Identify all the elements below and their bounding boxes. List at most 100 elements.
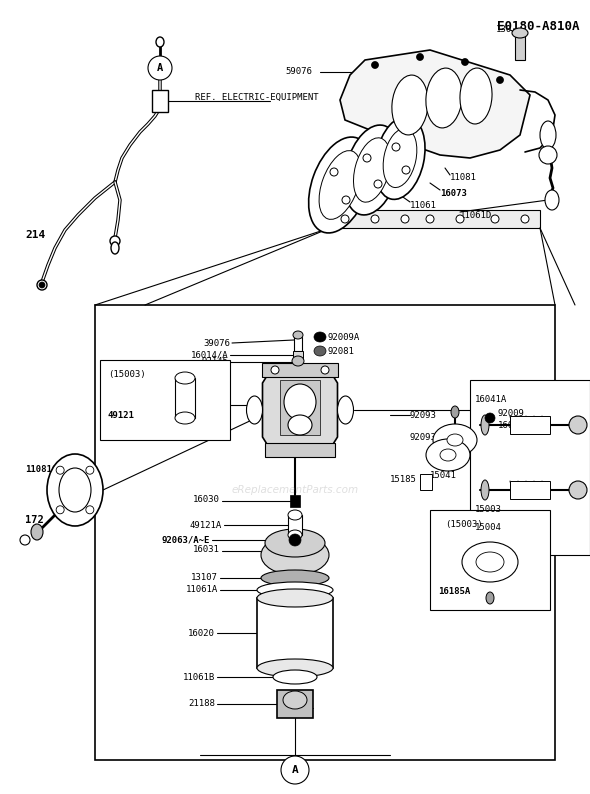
Ellipse shape	[460, 68, 492, 124]
Circle shape	[271, 366, 279, 374]
Text: 16041A: 16041A	[475, 395, 507, 404]
Circle shape	[86, 466, 94, 474]
Circle shape	[371, 215, 379, 223]
Ellipse shape	[383, 129, 417, 187]
Text: eReplacementParts.com: eReplacementParts.com	[231, 485, 359, 495]
Text: 11081C: 11081C	[25, 465, 57, 475]
Bar	[420, 474, 432, 490]
Circle shape	[521, 215, 529, 223]
Text: 16185A: 16185A	[438, 588, 470, 596]
Polygon shape	[340, 50, 530, 158]
Text: 15185: 15185	[390, 476, 417, 484]
Ellipse shape	[284, 384, 316, 420]
Ellipse shape	[426, 68, 462, 128]
Bar	[510, 416, 550, 434]
Circle shape	[461, 59, 468, 65]
Ellipse shape	[111, 242, 119, 254]
Circle shape	[374, 180, 382, 188]
Ellipse shape	[512, 28, 528, 38]
Circle shape	[342, 196, 350, 204]
Text: 11061D: 11061D	[460, 210, 492, 219]
Text: 39076: 39076	[203, 338, 230, 348]
Bar	[288, 515, 302, 535]
Ellipse shape	[288, 530, 302, 540]
Ellipse shape	[481, 415, 489, 435]
Ellipse shape	[283, 691, 307, 709]
Ellipse shape	[288, 510, 302, 520]
Circle shape	[426, 215, 434, 223]
Ellipse shape	[540, 121, 556, 149]
Ellipse shape	[433, 424, 477, 456]
Text: 11061A: 11061A	[186, 585, 218, 595]
Ellipse shape	[247, 396, 263, 424]
Ellipse shape	[47, 454, 103, 526]
Ellipse shape	[314, 332, 326, 342]
Ellipse shape	[481, 480, 489, 500]
Circle shape	[401, 215, 409, 223]
Ellipse shape	[273, 670, 317, 684]
Text: 92009A: 92009A	[328, 333, 360, 341]
Ellipse shape	[156, 37, 164, 47]
Text: E0180-A810A: E0180-A810A	[497, 20, 580, 33]
Bar	[152, 90, 168, 112]
Ellipse shape	[257, 659, 333, 677]
Circle shape	[56, 466, 64, 474]
Ellipse shape	[476, 552, 504, 572]
Bar	[515, 35, 525, 60]
Ellipse shape	[265, 529, 325, 557]
Circle shape	[372, 61, 379, 68]
Text: REF. ELECTRIC-EQUIPMENT: REF. ELECTRIC-EQUIPMENT	[195, 92, 319, 102]
Ellipse shape	[569, 481, 587, 499]
Circle shape	[37, 280, 47, 290]
Text: 15041: 15041	[430, 471, 457, 480]
Circle shape	[456, 215, 464, 223]
Ellipse shape	[447, 434, 463, 446]
Text: (15003): (15003)	[445, 521, 483, 530]
Text: 92063/A~E: 92063/A~E	[162, 535, 210, 545]
Circle shape	[341, 215, 349, 223]
Text: 92093: 92093	[410, 410, 437, 419]
Bar	[257, 598, 333, 668]
Text: (15003): (15003)	[108, 371, 146, 380]
Ellipse shape	[261, 535, 329, 575]
Bar	[293, 351, 303, 359]
Text: 49121A: 49121A	[190, 521, 222, 530]
Bar	[294, 337, 302, 351]
Text: 13107: 13107	[191, 573, 218, 583]
Bar	[95, 305, 555, 760]
Ellipse shape	[175, 372, 195, 384]
Text: A: A	[291, 765, 299, 775]
Ellipse shape	[31, 524, 43, 540]
Bar	[277, 690, 313, 718]
Text: 16025: 16025	[498, 422, 525, 430]
Ellipse shape	[486, 592, 494, 604]
Text: 15004: 15004	[475, 523, 502, 533]
Ellipse shape	[539, 146, 557, 164]
Ellipse shape	[426, 439, 470, 471]
Circle shape	[363, 154, 371, 162]
Circle shape	[402, 166, 410, 174]
Polygon shape	[263, 375, 337, 445]
Ellipse shape	[569, 416, 587, 434]
Ellipse shape	[293, 331, 303, 339]
Bar	[330, 210, 540, 228]
Circle shape	[330, 168, 338, 176]
Ellipse shape	[344, 125, 400, 215]
Circle shape	[289, 534, 301, 546]
Circle shape	[485, 413, 495, 423]
Text: 214: 214	[25, 230, 45, 240]
Ellipse shape	[309, 137, 371, 233]
Ellipse shape	[440, 449, 456, 461]
Ellipse shape	[462, 542, 518, 582]
Circle shape	[20, 535, 30, 545]
Text: 16031: 16031	[193, 545, 220, 554]
Text: 11061B: 11061B	[183, 673, 215, 681]
Bar	[265, 443, 335, 457]
Text: 49121: 49121	[108, 410, 135, 419]
Bar	[430, 510, 550, 610]
Circle shape	[86, 506, 94, 514]
Ellipse shape	[375, 117, 425, 199]
Text: 92081: 92081	[328, 346, 355, 356]
Text: 21188: 21188	[188, 700, 215, 708]
Bar	[280, 380, 320, 435]
